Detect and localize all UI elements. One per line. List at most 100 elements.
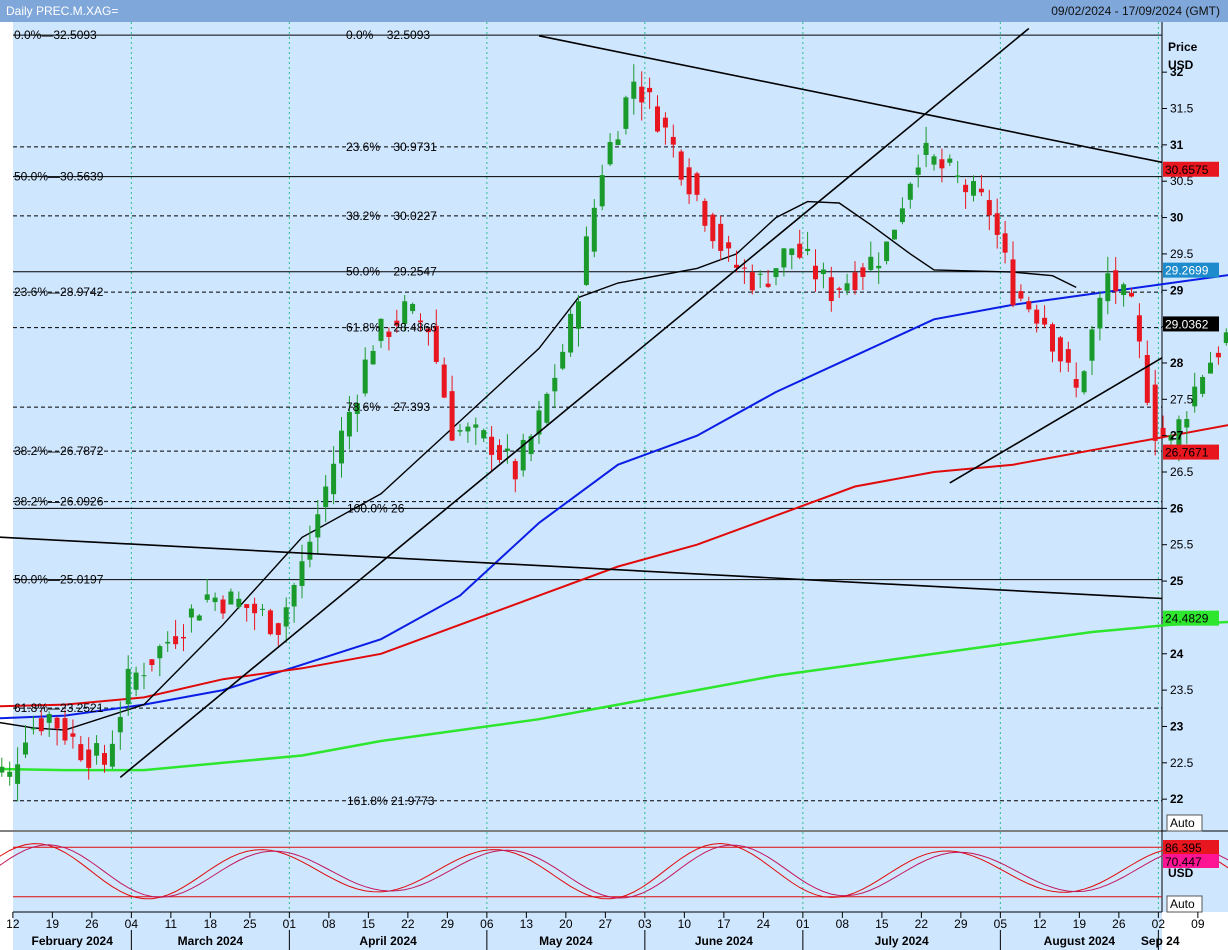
- y-tick-label: 29.5: [1170, 247, 1194, 261]
- candle-up: [947, 158, 953, 163]
- candle-down: [441, 364, 447, 398]
- candle-up: [236, 598, 242, 608]
- candle-up: [1184, 419, 1190, 428]
- candle-down: [54, 717, 60, 729]
- candle-up: [599, 175, 605, 207]
- price-badge-label: 29.0362: [1165, 317, 1209, 331]
- moving-averages: [0, 200, 1228, 772]
- x-tick-label: 12: [6, 917, 20, 931]
- vertical-gridlines: [130, 22, 1159, 912]
- x-tick-label: 25: [243, 917, 257, 931]
- candle-up: [789, 248, 795, 256]
- candle-up: [283, 607, 289, 627]
- candle-down: [173, 636, 179, 645]
- candle-down: [1042, 317, 1048, 325]
- candle-up: [504, 448, 510, 451]
- candle-up: [844, 283, 850, 291]
- candle-up: [481, 430, 487, 439]
- candle-up: [141, 675, 147, 677]
- time-axis-panel: [13, 912, 1162, 950]
- candle-down: [1136, 315, 1142, 342]
- candle-down: [394, 320, 400, 326]
- x-tick-label: 29: [954, 917, 968, 931]
- fib-mid-label: 50.0% 29.2547: [346, 265, 437, 279]
- candle-up: [773, 268, 779, 278]
- auto-button-box[interactable]: [1166, 814, 1203, 832]
- trendlines: [0, 27, 1163, 778]
- candle-up: [536, 410, 542, 435]
- price-badges: 30.6575 29.2699 29.0362 26.7671 24.4829 86.39…: [1163, 161, 1219, 869]
- x-month-label: February 2024: [31, 934, 113, 948]
- candle-up: [331, 463, 337, 495]
- candle-down: [1073, 379, 1079, 388]
- candle-up: [623, 97, 629, 129]
- fib-mid-label: 0.0% 32.5093: [346, 28, 430, 42]
- price-badge-label: 24.4829: [1165, 612, 1209, 626]
- candlesticks: [0, 64, 1228, 802]
- candle-up: [402, 301, 408, 325]
- candle-up: [30, 727, 36, 730]
- candle-up: [1121, 284, 1127, 296]
- y-tick-label: 25: [1170, 574, 1184, 588]
- candle-down: [1026, 301, 1032, 310]
- candle-down: [718, 223, 724, 251]
- candle-up: [94, 743, 100, 756]
- candle-down: [655, 106, 660, 132]
- osc-badge-label: 70.447: [1165, 855, 1202, 869]
- x-tick-label: 22: [915, 917, 929, 931]
- candle-down: [702, 200, 708, 226]
- candle-down: [497, 445, 502, 460]
- candle-down: [1144, 355, 1150, 403]
- osc-auto-button-label[interactable]: Auto: [1170, 897, 1195, 911]
- candle-up: [552, 377, 558, 392]
- moving-average-line: [0, 620, 1228, 772]
- fib-mid-label: 78.6% 27.393: [346, 400, 430, 414]
- x-month-label: June 2024: [695, 934, 753, 948]
- x-tick-label: 09: [1191, 917, 1205, 931]
- osc-auto-button[interactable]: Auto: [1166, 895, 1203, 913]
- trendline[interactable]: [0, 536, 1163, 600]
- candle-up: [915, 167, 921, 175]
- trendline[interactable]: [119, 27, 1030, 778]
- trendline[interactable]: [538, 35, 1163, 164]
- x-month-label: August 2024: [1044, 934, 1116, 948]
- candle-up: [46, 714, 52, 723]
- candle-down: [686, 167, 692, 195]
- candle-up: [884, 241, 890, 262]
- auto-button[interactable]: Auto: [1166, 814, 1203, 832]
- candle-up: [1176, 419, 1182, 451]
- x-tick-label: 06: [480, 917, 494, 931]
- candle-down: [1065, 349, 1071, 363]
- candle-down: [1002, 233, 1008, 253]
- candle-down: [1152, 384, 1158, 441]
- y-tick-label: 26.5: [1170, 465, 1194, 479]
- candle-up: [1200, 377, 1206, 394]
- fib-mid-label: 161.8% 21.9773: [347, 794, 435, 808]
- candle-down: [449, 391, 455, 441]
- candle-up: [362, 359, 368, 394]
- price-panel: [13, 22, 1162, 830]
- candle-down: [425, 328, 431, 333]
- candle-down: [647, 87, 653, 93]
- candle-up: [23, 742, 28, 755]
- osc-auto-button-box[interactable]: [1166, 895, 1203, 913]
- x-tick-label: 17: [717, 917, 731, 931]
- candle-up: [354, 403, 360, 414]
- candle-up: [1097, 297, 1103, 329]
- candle-down: [986, 200, 992, 216]
- fib-left-label: 50.0%—30.5639: [14, 170, 104, 184]
- x-tick-label: 05: [994, 917, 1008, 931]
- candle-up: [204, 594, 210, 600]
- candle-down: [267, 610, 273, 635]
- trendline[interactable]: [949, 357, 1163, 484]
- candle-down: [1160, 427, 1166, 437]
- price-axis-title: Price: [1168, 40, 1198, 54]
- y-tick-label: 30: [1170, 211, 1184, 225]
- candle-up: [757, 273, 763, 275]
- candle-up: [931, 156, 937, 165]
- auto-button-label[interactable]: Auto: [1170, 816, 1195, 830]
- candle-down: [62, 718, 68, 741]
- candle-up: [323, 486, 329, 508]
- price-badge: 26.7671: [1163, 444, 1219, 460]
